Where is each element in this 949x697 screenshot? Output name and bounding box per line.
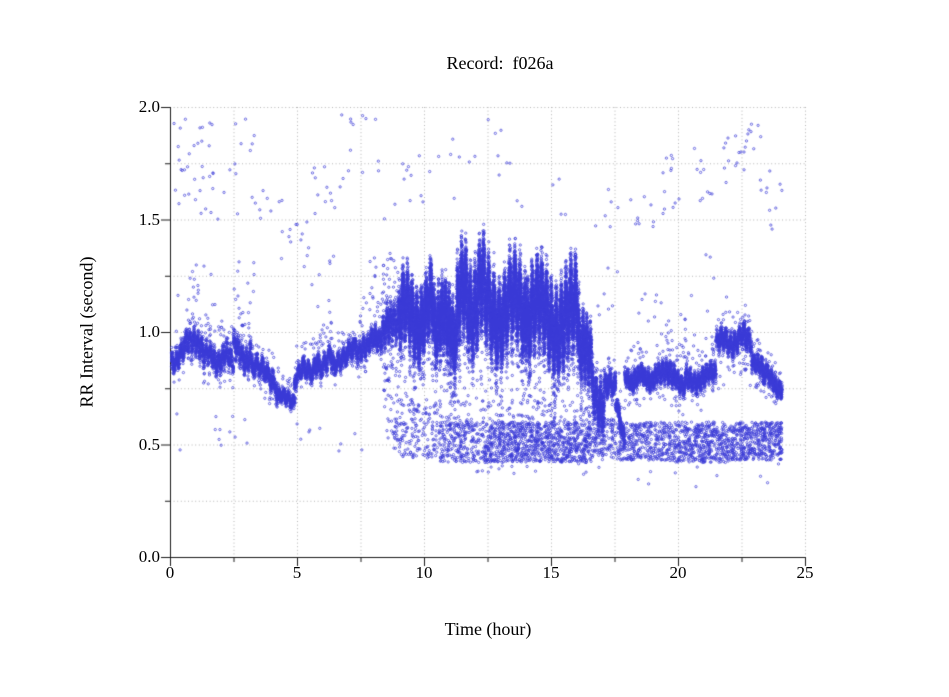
x-tick-label: 25 (796, 563, 814, 582)
y-tick-label: 0.5 (138, 434, 160, 454)
x-tick-label: 10 (415, 563, 433, 582)
chart-title: Record: f026a (446, 53, 554, 73)
y-tick-label: 1.0 (138, 322, 160, 341)
x-tick-label: 0 (165, 563, 175, 582)
x-tick-label: 20 (669, 563, 687, 582)
y-axis-title: RR Interval (second) (76, 256, 97, 408)
y-tick-label: 2.0 (138, 97, 160, 116)
y-tick-label: 1.5 (138, 209, 160, 229)
y-tick-label: 0.0 (138, 547, 160, 566)
x-axis-title: Time (hour) (444, 619, 532, 639)
x-tick-label: 15 (542, 563, 560, 582)
x-tick-label: 5 (292, 563, 302, 582)
